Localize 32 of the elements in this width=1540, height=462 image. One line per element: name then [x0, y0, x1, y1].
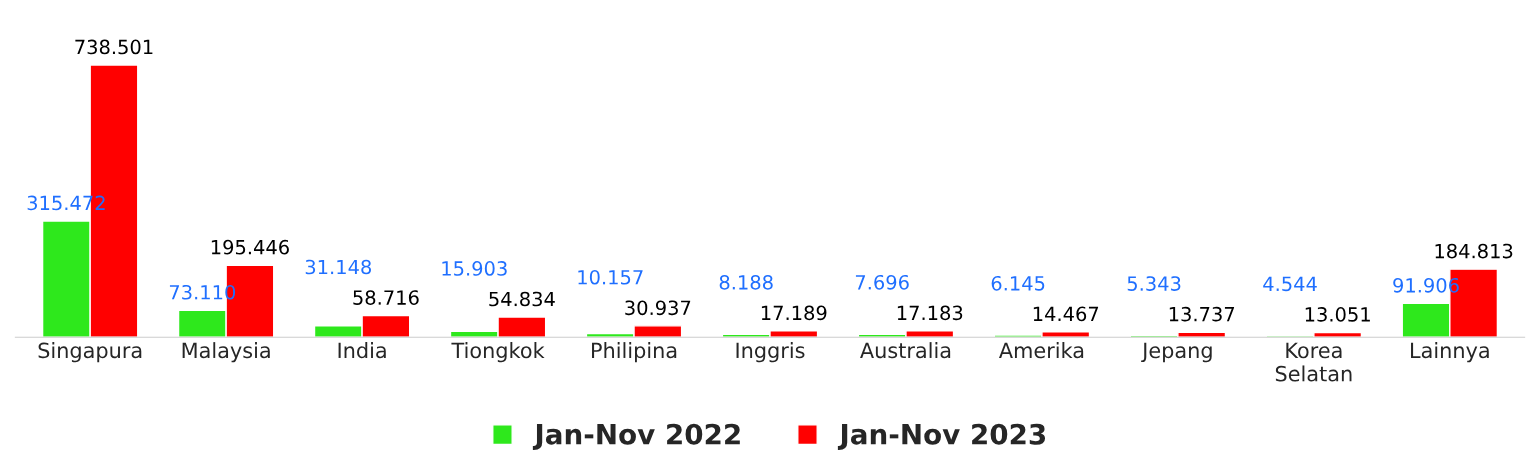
data-label: 30.937	[625, 300, 691, 316]
x-tick-label: Korea Selatan	[1275, 342, 1352, 382]
data-label: 7.696	[855, 274, 909, 290]
data-label: 17.183	[897, 305, 963, 321]
data-label: 10.157	[578, 269, 643, 285]
legend-label: Jan-Nov 2022	[532, 423, 740, 450]
x-tick-label: Singapura	[38, 342, 142, 363]
data-label: 31.148	[305, 259, 371, 275]
x-tick-label: Philipina	[592, 342, 677, 363]
data-label: 738.501	[75, 39, 153, 55]
data-label: 15.903	[442, 261, 507, 276]
data-label: 17.189	[761, 305, 827, 321]
x-tick-label: Amerika	[999, 342, 1084, 359]
x-tick-label: Tiongkok	[451, 342, 545, 363]
x-tick-label: Australia	[860, 342, 951, 359]
x-tick-label: Malaysia	[182, 342, 270, 363]
x-tick-label: Inggris	[736, 342, 805, 363]
data-label: 54.834	[489, 291, 555, 307]
data-label: 58.716	[353, 290, 419, 305]
data-label: 6.145	[991, 275, 1045, 291]
data-label: 184.813	[1435, 243, 1513, 259]
x-tick-label: Jepang	[1141, 342, 1212, 363]
data-label: 4.544	[1263, 276, 1317, 292]
data-label: 5.343	[1127, 276, 1181, 291]
data-label: 13.051	[1305, 307, 1370, 322]
legend-label: Jan-Nov 2023	[837, 423, 1046, 450]
data-label: 14.467	[1033, 306, 1099, 322]
x-tick-label: India	[338, 342, 386, 359]
data-label: 195.446	[211, 239, 289, 255]
data-label: 13.737	[1169, 306, 1235, 322]
data-label: 8.188	[719, 274, 773, 290]
x-tick-label: Lainnya	[1411, 342, 1489, 363]
